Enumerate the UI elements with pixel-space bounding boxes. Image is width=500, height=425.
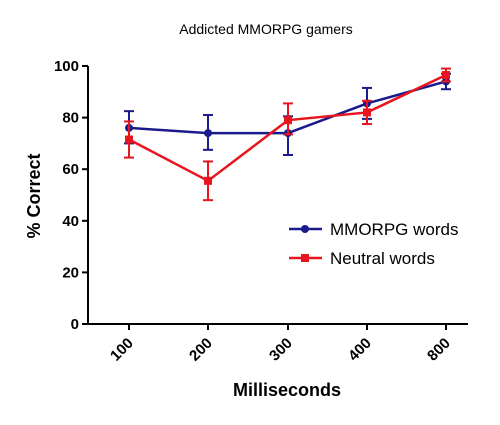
y-ticks: 0 20 40 60 80 100 bbox=[54, 58, 88, 333]
data-point bbox=[125, 135, 133, 144]
y-tick-label: 60 bbox=[62, 161, 79, 178]
legend-label: MMORPG words bbox=[330, 220, 458, 239]
legend-item: Neutral words bbox=[289, 249, 435, 268]
chart-title: Addicted MMORPG gamers bbox=[179, 21, 353, 37]
legend-label: Neutral words bbox=[330, 249, 435, 268]
series-layer bbox=[124, 67, 451, 202]
y-tick-label: 80 bbox=[62, 110, 79, 127]
x-tick-label: 200 bbox=[186, 335, 216, 365]
legend-item: MMORPG words bbox=[289, 220, 458, 239]
x-tick-label: 100 bbox=[107, 335, 137, 365]
data-point bbox=[204, 129, 212, 138]
data-point bbox=[363, 108, 371, 117]
data-point bbox=[442, 71, 450, 80]
y-tick-label: 40 bbox=[62, 213, 79, 230]
y-axis-title: % Correct bbox=[24, 153, 44, 238]
series-neutral-words bbox=[124, 67, 451, 202]
x-axis-title: Milliseconds bbox=[233, 380, 341, 400]
x-tick-label: 400 bbox=[345, 335, 375, 365]
data-point bbox=[204, 176, 212, 185]
data-point bbox=[284, 116, 292, 125]
y-tick-label: 20 bbox=[62, 264, 79, 281]
legend-marker bbox=[301, 254, 309, 262]
x-tick-label: 300 bbox=[266, 335, 296, 365]
x-tick-label: 800 bbox=[424, 335, 454, 365]
legend: MMORPG words Neutral words bbox=[289, 220, 458, 268]
y-tick-label: 100 bbox=[54, 58, 79, 75]
x-ticks: 100 200 300 400 800 bbox=[107, 324, 454, 365]
y-tick-label: 0 bbox=[71, 316, 79, 333]
legend-marker bbox=[301, 225, 309, 233]
axes bbox=[87, 66, 468, 325]
